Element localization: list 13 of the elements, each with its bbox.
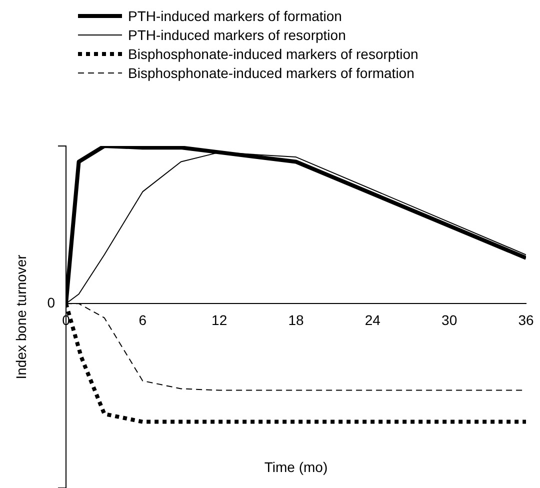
x-tick-label: 30: [442, 312, 458, 328]
x-axis-title: Time (mo): [264, 459, 328, 475]
legend-label: PTH-induced markers of resorption: [128, 26, 346, 42]
y-axis-title: Index bone turnover: [12, 254, 29, 380]
x-tick-label: 12: [212, 312, 228, 328]
legend-label: PTH-induced markers of formation: [128, 8, 342, 24]
x-tick-label: 36: [518, 312, 534, 328]
legend-label: Bisphosphonate-induced markers of formation: [128, 64, 414, 80]
legend-label: Bisphosphonate-induced markers of resorption: [128, 46, 418, 62]
x-tick-label: 24: [364, 312, 381, 328]
text: 0: [47, 294, 56, 310]
x-tick-label: 18: [288, 312, 304, 328]
x-tick-label: 6: [138, 312, 147, 328]
